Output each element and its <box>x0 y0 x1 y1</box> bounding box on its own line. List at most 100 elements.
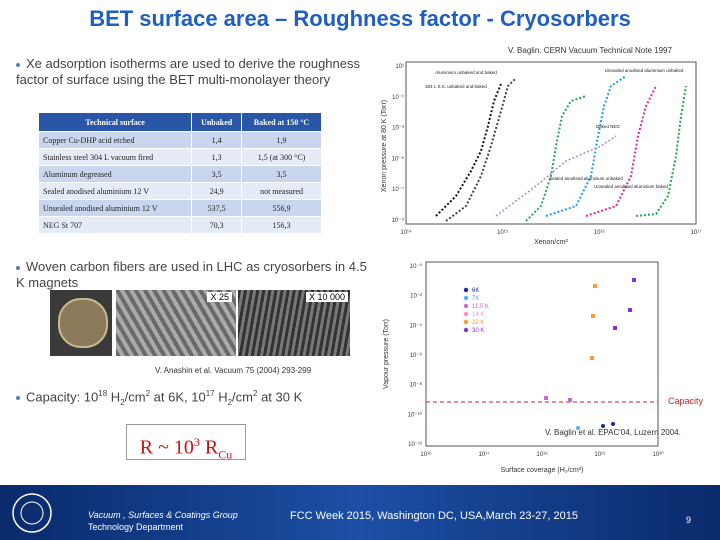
x-tick-label: 10²⁰ <box>652 451 664 458</box>
footer-group: Vacuum , Surfaces & Coatings Group <box>88 510 238 520</box>
table-cell: not measured <box>241 182 322 200</box>
photo-scale: X 10 000 <box>305 292 348 302</box>
legend-marker <box>463 327 469 333</box>
text: Capacity: 10 <box>26 389 99 405</box>
annotation: Unsealed anodised aluminium unbaked <box>605 68 684 73</box>
sup: 2 <box>253 389 258 398</box>
y-tick-label: 10¹ <box>395 64 404 70</box>
sub: 2 <box>120 397 125 407</box>
footer-department: Technology Department <box>88 522 184 532</box>
annotation: 304 L S.S. unbaked and baked <box>425 84 487 89</box>
table-cell: NEG St 707 <box>37 216 193 234</box>
xenon-plot: Xenon pressure at 80 K (Torr) Xenon/cm² 10… <box>381 61 702 246</box>
table-cell: 156,3 <box>241 216 322 234</box>
table-cell: Aluminum degreased <box>37 165 193 183</box>
table-cell: Sealed anodised aluminium 12 V <box>37 182 193 200</box>
sup: 3 <box>193 435 200 449</box>
legend-label: 7K <box>472 296 479 302</box>
y-tick-label: 10⁻⁴ <box>410 322 423 329</box>
hydrogen-plot: Vapour pressure (Torr) Surface coverage (… <box>383 261 704 474</box>
bullet: Xe adsorption isotherms are used to deri… <box>16 56 360 88</box>
x-tick-label: 10¹⁹ <box>594 451 606 458</box>
table-wrap: Technical surface Unbaked Baked at 150 °C C… <box>37 112 322 234</box>
scatter-points <box>544 278 636 430</box>
annotation: Unsealed anodised aluminium baked <box>594 184 668 189</box>
table-row: Stainless steel 304 L vacuum fired 1,3 1,5… <box>37 148 322 166</box>
y-axis-label: Vapour pressure (Torr) <box>383 319 390 389</box>
x-tick-label: 10¹⁵ <box>497 229 509 236</box>
curve <box>435 83 502 217</box>
ratio-box: R ~ 103 RCu <box>126 424 246 462</box>
photo <box>50 290 112 356</box>
x-tick-label: 10¹⁸ <box>536 451 548 458</box>
x-axis-label: Surface coverage (H₂/cm²) <box>501 467 584 474</box>
curve <box>445 77 517 222</box>
text: at 6K, 10 <box>150 389 206 405</box>
text: /cm <box>232 389 253 405</box>
table-cell: Unsealed anodised aluminium 12 V <box>37 199 193 217</box>
table-row: Unsealed anodised aluminium 12 V 537,5 556… <box>37 199 322 217</box>
table-cell: 70,3 <box>191 216 243 234</box>
legend-marker <box>463 295 469 301</box>
text: R <box>199 436 219 459</box>
table: Technical surface Unbaked Baked at 150 °C C… <box>37 112 322 234</box>
table-cell: 1,9 <box>241 131 322 149</box>
legend-marker <box>463 287 469 293</box>
sup: 18 <box>98 389 108 398</box>
text: at 30 K <box>257 389 303 405</box>
plot-frame <box>425 261 659 447</box>
table-header-row: Technical surface Unbaked Baked at 150 °C <box>37 112 322 132</box>
table-cell: 24,9 <box>191 182 243 200</box>
text: H <box>107 389 121 405</box>
legend-label: 30 K <box>472 328 484 334</box>
text: R ~ 10 <box>139 436 194 459</box>
bullet: Woven carbon fibers are used in LHC as c… <box>16 259 376 291</box>
y-tick-label: 10⁻⁵ <box>392 155 405 162</box>
legend-marker <box>463 303 469 309</box>
y-tick-label: 10⁻⁰ <box>410 263 423 270</box>
table-cell: 1,4 <box>191 131 243 149</box>
table-row: Sealed anodised aluminium 12 V 24,9 not me… <box>37 182 322 200</box>
y-tick-label: 10⁻¹² <box>408 442 422 448</box>
table-cell: 537,5 <box>191 199 243 217</box>
sup: 17 <box>205 389 215 398</box>
text: /cm <box>124 389 146 405</box>
y-tick-label: 10⁻⁸ <box>410 382 423 389</box>
annotation: Aluminium unbaked and baked <box>435 70 497 75</box>
table-header-cell: Unbaked <box>191 112 243 132</box>
plot-frame <box>405 61 697 225</box>
table-cell: 1,3 <box>191 148 243 166</box>
bullet-text: Xe adsorption isotherms are used to deri… <box>16 56 360 87</box>
photo: X 10 000 <box>238 290 350 356</box>
table-row: NEG St 707 70,3 156,3 <box>37 216 322 234</box>
citation: V. Anashin et al. Vacuum 75 (2004) 293-2… <box>155 366 312 375</box>
x-tick-label: 10¹⁴ <box>400 229 412 236</box>
legend-label: 11.5 K <box>472 304 489 310</box>
curve <box>525 95 587 222</box>
citation: V. Baglin. CERN Vacuum Technical Note 19… <box>508 46 672 55</box>
legend-label: 22 K <box>472 320 484 326</box>
legend-marker <box>463 319 469 325</box>
photo-scale: X 25 <box>207 292 232 302</box>
bullet-dot <box>16 395 20 400</box>
legend-marker <box>463 311 469 317</box>
bullet-text: Woven carbon fibers are used in LHC as c… <box>16 259 367 290</box>
text: H <box>214 389 228 405</box>
x-tick-label: 10¹⁷ <box>691 229 702 236</box>
table-row: Aluminum degreased 3,5 3,5 <box>37 165 322 183</box>
cern-logo <box>12 493 52 533</box>
slide-title: BET surface area – Roughness factor - Cr… <box>89 6 631 31</box>
y-tick-label: 10⁻² <box>410 294 422 300</box>
x-tick-label: 10¹⁷ <box>479 451 490 458</box>
curve <box>495 135 617 217</box>
y-tick-label: 10⁻⁹ <box>392 217 405 224</box>
y-tick-label: 10⁻¹⁰ <box>408 411 423 418</box>
capacity-label: Capacity <box>668 396 704 406</box>
table-cell: 3,5 <box>191 165 243 183</box>
sup: 2 <box>145 389 151 398</box>
page-number: 9 <box>686 515 692 525</box>
table-cell: 1,5 (at 300 °C) <box>241 148 322 166</box>
table-header-cell: Baked at 150 °C <box>241 112 322 132</box>
table-cell: Stainless steel 304 L vacuum fired <box>37 148 193 166</box>
